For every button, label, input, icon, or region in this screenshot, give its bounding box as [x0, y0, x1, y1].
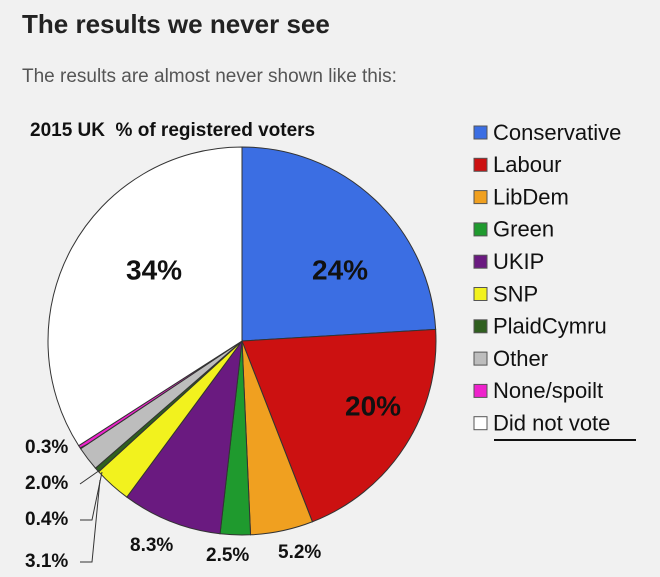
legend-swatch — [473, 351, 488, 366]
legend-label: LibDem — [493, 184, 569, 209]
legend-swatch — [473, 254, 488, 269]
data-label: 2.0% — [25, 473, 68, 494]
legend-label: SNP — [493, 281, 538, 306]
leader-line — [80, 479, 101, 563]
pie-slice — [241, 328, 437, 523]
legend-label: Conservative — [493, 120, 621, 145]
legend-swatch — [473, 157, 488, 172]
legend-swatch — [473, 125, 488, 140]
chart-title: 2015 UK % of registered voters — [30, 120, 315, 141]
data-label: 0.4% — [25, 509, 68, 530]
legend-swatch — [473, 287, 488, 301]
pie-slice — [241, 146, 437, 342]
legend-label: Green — [493, 217, 554, 242]
legend-swatch — [473, 416, 488, 431]
legend-label: Labour — [493, 152, 562, 177]
leader-line — [79, 443, 89, 449]
legend-swatch — [473, 383, 488, 398]
data-label: 5.2% — [278, 542, 321, 563]
data-label: 34% — [126, 254, 182, 285]
pie-slice — [47, 146, 243, 447]
legend-swatch — [473, 319, 488, 334]
legend-label: UKIP — [493, 249, 544, 274]
legend-swatch — [473, 190, 488, 205]
legend-label: PlaidCymru — [493, 314, 607, 339]
data-label: 0.3% — [25, 437, 68, 458]
leader-line — [79, 469, 101, 485]
data-label: 24% — [312, 254, 368, 285]
page-title: The results we never see — [22, 9, 330, 39]
data-label: 8.3% — [130, 535, 173, 556]
data-label: 2.5% — [206, 545, 249, 566]
legend-label: Did not vote — [493, 411, 610, 436]
legend-label: Other — [493, 346, 548, 371]
pie-slice — [126, 339, 243, 535]
legend-label: None/spoilt — [493, 378, 603, 403]
legend-swatch — [473, 222, 488, 237]
data-label: 20% — [345, 390, 401, 421]
page-subtitle: The results are almost never shown like … — [22, 66, 397, 87]
leader-line — [80, 471, 103, 521]
data-label: 3.1% — [25, 551, 68, 572]
